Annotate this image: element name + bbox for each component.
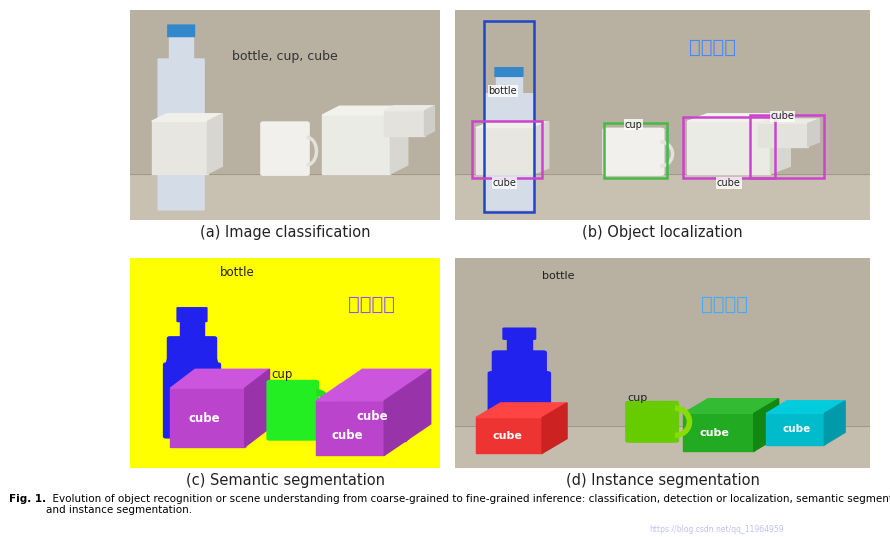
Text: cube: cube (700, 429, 730, 439)
Bar (766, 413, 824, 445)
FancyBboxPatch shape (488, 371, 551, 432)
Polygon shape (322, 106, 408, 115)
Polygon shape (808, 119, 820, 147)
Bar (337, 386, 406, 441)
FancyBboxPatch shape (266, 380, 320, 441)
Polygon shape (151, 114, 222, 121)
Bar (181, 316, 204, 342)
Text: cube: cube (783, 424, 811, 434)
Bar (497, 73, 522, 94)
Text: cube: cube (493, 178, 517, 188)
Polygon shape (337, 369, 431, 386)
Bar (130, 174, 440, 220)
FancyBboxPatch shape (163, 362, 221, 439)
Polygon shape (684, 398, 779, 413)
Polygon shape (534, 122, 549, 174)
FancyBboxPatch shape (166, 336, 217, 373)
Text: cup: cup (625, 120, 643, 130)
Text: cube: cube (717, 178, 740, 188)
Bar (758, 124, 808, 147)
Bar (151, 121, 207, 174)
Text: bottle: bottle (542, 271, 575, 281)
Polygon shape (170, 369, 270, 388)
Bar (507, 335, 531, 355)
Text: cube: cube (189, 412, 221, 425)
Text: cube: cube (331, 429, 363, 441)
FancyBboxPatch shape (494, 67, 523, 77)
Text: bottle: bottle (220, 266, 255, 279)
Bar (687, 121, 771, 174)
Bar (455, 174, 870, 220)
Text: https://blog.csdn.net/qq_11964959: https://blog.csdn.net/qq_11964959 (650, 525, 784, 534)
Text: (b) Object localization: (b) Object localization (582, 225, 743, 240)
Text: cup: cup (627, 393, 648, 403)
Polygon shape (391, 106, 408, 174)
Bar (604, 124, 667, 178)
Text: cube: cube (771, 111, 795, 121)
Bar (476, 418, 542, 453)
Polygon shape (492, 363, 547, 373)
FancyBboxPatch shape (502, 328, 537, 340)
Polygon shape (425, 106, 434, 136)
FancyBboxPatch shape (484, 93, 534, 211)
Bar (170, 388, 245, 447)
FancyBboxPatch shape (176, 307, 207, 322)
Polygon shape (406, 369, 431, 441)
Bar (684, 413, 754, 451)
Polygon shape (245, 369, 270, 447)
Polygon shape (758, 119, 820, 124)
FancyBboxPatch shape (158, 59, 205, 211)
FancyBboxPatch shape (260, 121, 310, 176)
Text: cup: cup (271, 368, 293, 381)
Text: 目标检测: 目标检测 (689, 38, 736, 57)
Text: cube: cube (356, 410, 388, 423)
Bar (384, 111, 425, 136)
Bar (316, 401, 384, 455)
FancyBboxPatch shape (490, 184, 529, 196)
Bar (684, 117, 774, 178)
Bar (455, 426, 870, 468)
Polygon shape (166, 351, 218, 365)
FancyBboxPatch shape (603, 128, 665, 176)
FancyBboxPatch shape (167, 24, 195, 37)
Text: 实例分割: 实例分割 (701, 295, 748, 314)
Polygon shape (476, 122, 549, 128)
Text: (a) Image classification: (a) Image classification (199, 225, 370, 240)
Polygon shape (384, 106, 434, 111)
Bar (169, 32, 193, 60)
Polygon shape (542, 403, 567, 453)
Text: (c) Semantic segmentation: (c) Semantic segmentation (185, 473, 384, 488)
Text: bottle, cup, cube: bottle, cup, cube (232, 50, 338, 63)
Polygon shape (316, 384, 409, 401)
Polygon shape (766, 401, 845, 413)
Text: Evolution of object recognition or scene understanding from coarse-grained to fi: Evolution of object recognition or scene… (45, 494, 890, 516)
Polygon shape (476, 403, 567, 418)
FancyBboxPatch shape (625, 401, 679, 443)
Text: (d) Instance segmentation: (d) Instance segmentation (565, 473, 759, 488)
Text: cube: cube (492, 431, 522, 440)
Bar (476, 128, 534, 174)
Text: Fig. 1.: Fig. 1. (9, 494, 46, 504)
Polygon shape (687, 114, 790, 121)
Polygon shape (384, 384, 409, 455)
Polygon shape (207, 114, 222, 174)
Polygon shape (771, 114, 790, 174)
Polygon shape (824, 401, 845, 445)
Text: bottle: bottle (489, 86, 517, 96)
Polygon shape (754, 398, 779, 451)
Text: 语义分割: 语义分割 (348, 295, 395, 314)
Bar (484, 20, 534, 212)
FancyBboxPatch shape (491, 350, 547, 380)
Bar (472, 121, 542, 178)
FancyBboxPatch shape (163, 176, 200, 192)
Bar (749, 115, 824, 178)
Bar (322, 115, 391, 174)
